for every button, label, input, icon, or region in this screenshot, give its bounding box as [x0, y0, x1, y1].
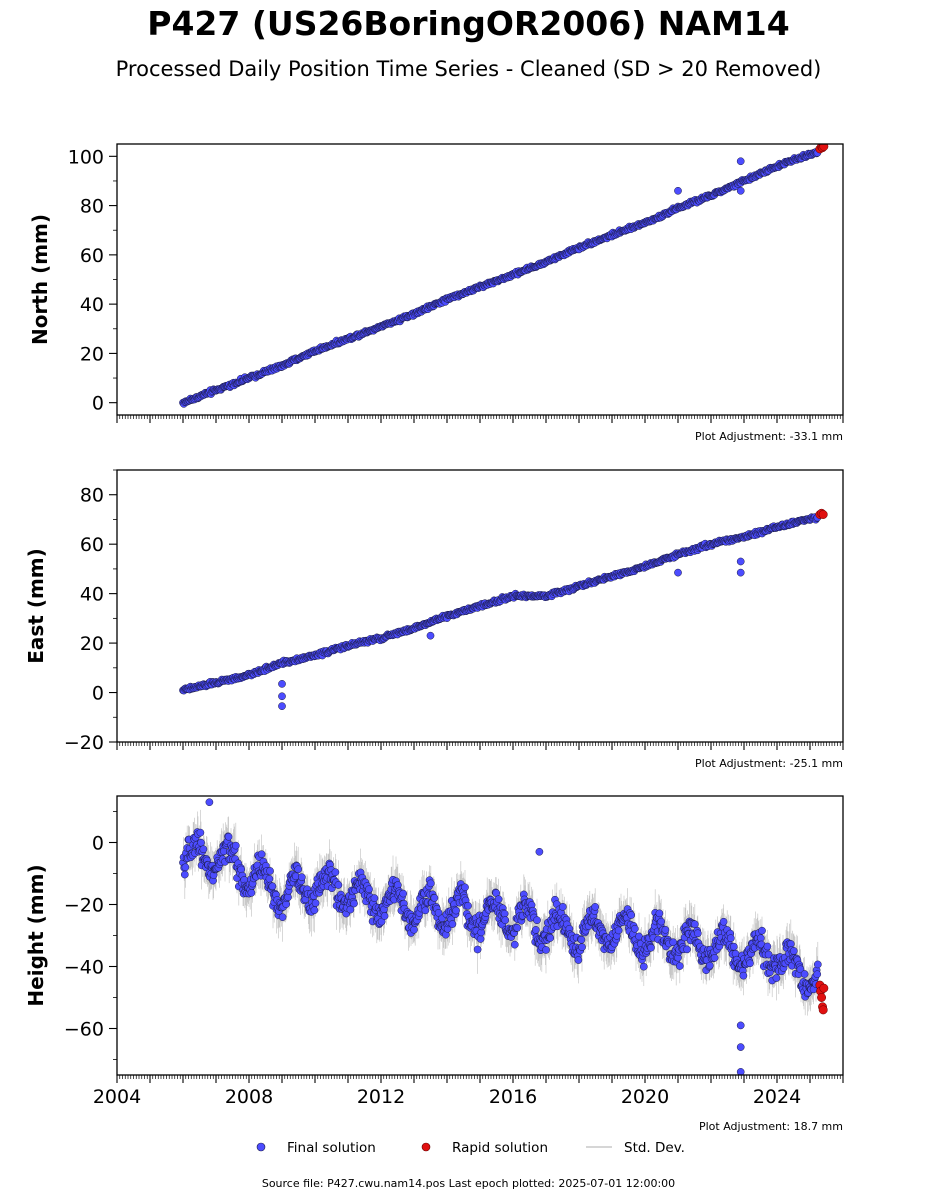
final-outlier-point	[674, 568, 682, 577]
final-outlier-point	[736, 557, 745, 566]
final-point	[297, 873, 306, 882]
final-outlier-point	[736, 157, 745, 166]
plot-adjustment-note: Plot Adjustment: -33.1 mm	[695, 430, 843, 443]
final-outlier-point	[278, 680, 286, 688]
final-solution-points	[179, 513, 822, 710]
x-ticks	[116, 415, 844, 423]
rapid-point	[819, 144, 829, 151]
rapid-point	[818, 510, 828, 519]
final-point	[181, 863, 190, 872]
y-ticks: −20 0 20 40 60 80	[64, 469, 117, 754]
y-tick-label: 20	[80, 633, 104, 655]
final-outlier-point	[278, 702, 286, 710]
x-ticks	[116, 742, 844, 750]
north-panel: 0 20 40 60 80 100 North (mm) Plot Adjustment: -…	[28, 143, 844, 443]
final-solution-points	[179, 798, 822, 1075]
y-tick-label: 40	[80, 584, 104, 606]
final-point	[196, 828, 205, 837]
final-point	[199, 845, 208, 854]
final-point	[247, 888, 256, 897]
height-panel: 2004 2008 2012 2016 2020 2024−60−40−200Height…	[24, 795, 844, 1133]
y-tick-label: 20	[80, 343, 104, 365]
final-outlier-point	[674, 186, 682, 195]
final-point	[310, 906, 319, 915]
chart-title: P427 (US26BoringOR2006) NAM14	[147, 4, 790, 43]
final-solution-points	[179, 148, 822, 408]
final-outlier-point	[426, 631, 435, 640]
final-point	[265, 874, 274, 883]
rapid-solution-points	[815, 508, 828, 519]
plot-area	[179, 144, 829, 408]
final-point	[266, 867, 274, 875]
final-outlier-point	[736, 186, 745, 195]
y-tick-label: 100	[68, 146, 104, 168]
y-tick-label: −20	[64, 732, 104, 754]
final-point	[311, 899, 320, 907]
plot-area	[179, 798, 829, 1075]
final-point	[294, 865, 303, 874]
y-axis-label: North (mm)	[28, 214, 52, 345]
final-point	[257, 850, 266, 859]
final-point	[197, 838, 205, 847]
y-axis-label: East (mm)	[24, 548, 48, 664]
plot-adjustment-note: Plot Adjustment: -25.1 mm	[695, 757, 843, 770]
final-point	[224, 832, 233, 841]
rapid-solution-points	[815, 144, 829, 154]
east-panel: −20 0 20 40 60 80 East (mm) Plot Adjustment: -2…	[24, 469, 844, 770]
y-tick-label: 40	[80, 294, 104, 316]
final-point	[180, 870, 189, 879]
final-point	[284, 893, 292, 902]
final-outlier-point	[278, 692, 286, 701]
chart-subtitle: Processed Daily Position Time Series - C…	[115, 57, 822, 81]
final-outlier-point	[736, 568, 745, 577]
y-tick-label: 60	[80, 245, 104, 267]
y-tick-label: 80	[80, 485, 104, 507]
final-point	[231, 841, 240, 850]
y-ticks: 0 20 40 60 80 100	[68, 146, 117, 415]
plot-area	[179, 508, 828, 710]
y-tick-label: 0	[92, 683, 104, 705]
final-point	[268, 882, 277, 891]
y-tick-label: 0	[92, 393, 104, 415]
y-tick-label: 60	[80, 534, 104, 556]
final-point	[278, 913, 287, 922]
y-tick-label: 80	[80, 196, 104, 218]
